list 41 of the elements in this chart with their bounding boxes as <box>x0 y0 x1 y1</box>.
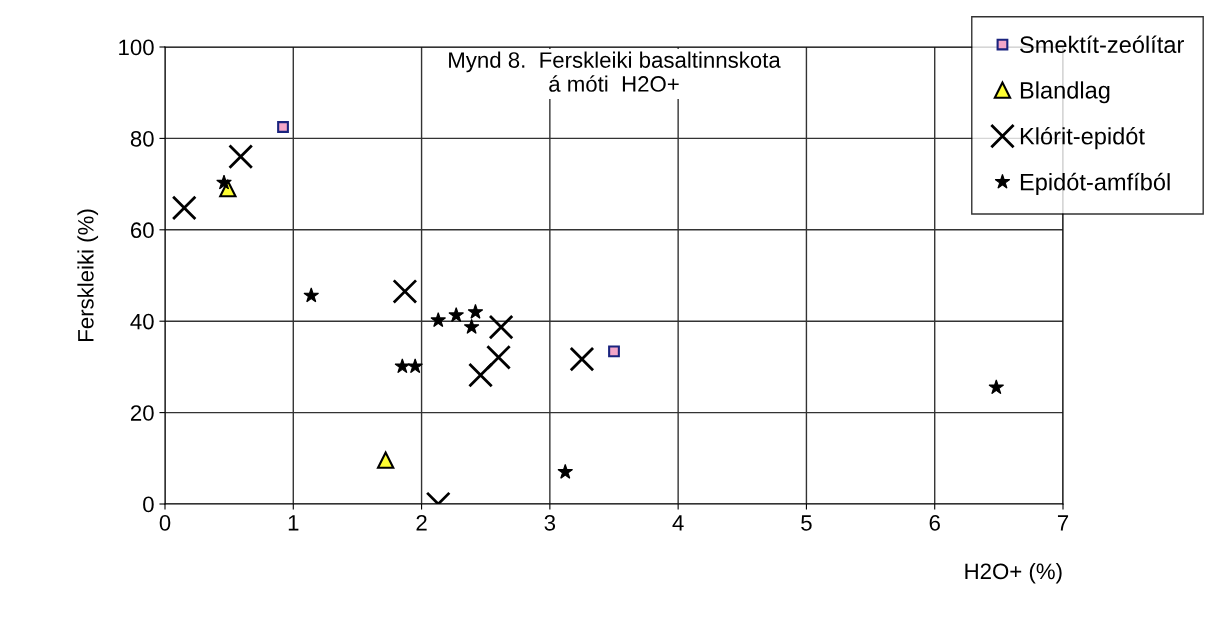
y-tick-label: 40 <box>130 313 154 330</box>
x-tick-label: 0 <box>159 515 171 531</box>
point <box>569 346 595 372</box>
legend-label: Blandlag <box>1020 81 1110 104</box>
point <box>430 312 447 328</box>
y-tick-label: 0 <box>143 496 154 513</box>
text: Mynd 8. Ferskleiki basaltinnskota á móti H2O+ <box>449 51 781 92</box>
x-tick-label: 4 <box>672 515 684 531</box>
point <box>468 362 494 388</box>
x-tick-label: 3 <box>544 515 556 531</box>
point <box>376 451 395 469</box>
legend-label: Klórit-epidót <box>1020 126 1145 150</box>
point <box>448 307 465 322</box>
point <box>277 121 289 133</box>
y-tick-label: 20 <box>130 405 154 421</box>
point <box>228 144 254 170</box>
x-tick-label: 7 <box>1057 515 1069 531</box>
point <box>303 287 320 303</box>
x-axis-title: H2O+ (%) <box>965 562 1062 584</box>
point <box>467 303 484 319</box>
point <box>407 358 423 374</box>
y-tick-label: 60 <box>131 222 154 239</box>
point <box>608 345 620 358</box>
x-tick-label: 2 <box>416 515 427 531</box>
x-tick-label: 1 <box>288 515 299 531</box>
point <box>557 463 574 479</box>
x-tick-label: 5 <box>801 515 812 531</box>
y-tick-label: 80 <box>130 130 154 147</box>
point <box>463 318 480 334</box>
point <box>171 195 197 221</box>
point <box>486 344 512 370</box>
y-tick-label: 100 <box>119 39 154 56</box>
point <box>392 278 418 304</box>
legend-label: Epidót-amfíból <box>1020 172 1170 196</box>
point <box>988 379 1005 395</box>
legend-label: Smektít-zeólítar <box>1020 35 1184 54</box>
x-tick-label: 6 <box>929 515 940 531</box>
y-axis-title: Ferskleiki (%) <box>77 209 99 341</box>
point <box>488 314 514 340</box>
point <box>394 358 411 374</box>
point <box>216 174 232 190</box>
